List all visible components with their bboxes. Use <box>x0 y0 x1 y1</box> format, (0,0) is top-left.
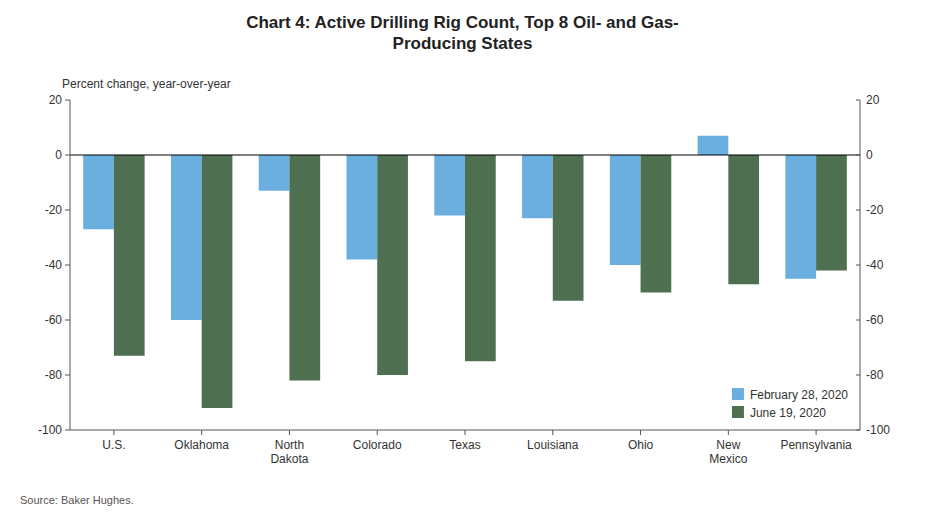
y-tick <box>65 375 70 376</box>
y-tick-right <box>856 100 860 101</box>
x-tick <box>113 430 114 435</box>
x-tick-label-line: U.S. <box>102 438 125 452</box>
y-label: Percent change, year-over-year <box>62 77 231 91</box>
legend-swatch <box>732 388 744 400</box>
x-tick <box>289 430 290 435</box>
x-tick-label-line: Oklahoma <box>174 438 229 452</box>
x-tick-label-line: New <box>716 438 740 452</box>
y-tick-label-right: -80 <box>866 368 884 382</box>
bar <box>114 155 145 356</box>
bar <box>377 155 408 375</box>
x-tick-label-line: Louisiana <box>527 438 579 452</box>
x-tick-label-line: Colorado <box>353 438 402 452</box>
source: Source: Baker Hughes. <box>20 494 134 506</box>
bar <box>522 155 553 218</box>
x-tick-label: Louisiana <box>527 438 579 452</box>
x-tick <box>640 430 641 435</box>
x-tick-label-line: Dakota <box>270 452 308 466</box>
legend-label: February 28, 2020 <box>750 388 848 402</box>
y-tick <box>65 430 70 431</box>
bars <box>83 136 847 408</box>
y-tick-label: -40 <box>45 258 63 272</box>
bar <box>289 155 320 381</box>
y-tick-label: -60 <box>45 313 63 327</box>
x-tick-label-line: Mexico <box>709 452 747 466</box>
x-tick-label: Colorado <box>353 438 402 452</box>
x-tick-label: Pennsylvania <box>780 438 852 452</box>
bar <box>553 155 584 301</box>
bar <box>83 155 114 229</box>
y-tick-label: -80 <box>45 368 63 382</box>
bar <box>259 155 290 191</box>
x-tick-label-line: North <box>275 438 304 452</box>
bar <box>465 155 496 361</box>
y-tick-label: 0 <box>55 148 62 162</box>
legend-swatch <box>732 406 744 418</box>
x-tick-label-line: Ohio <box>628 438 654 452</box>
y-tick-right <box>856 375 860 376</box>
x-tick <box>201 430 202 435</box>
bar <box>347 155 378 260</box>
y-tick <box>65 265 70 266</box>
y-tick <box>65 155 70 156</box>
bar <box>434 155 465 216</box>
y-tick <box>65 210 70 211</box>
y-tick-right <box>856 265 860 266</box>
y-tick-right <box>856 320 860 321</box>
x-tick <box>816 430 817 435</box>
legend: February 28, 2020 June 19, 2020 <box>732 388 848 420</box>
x-tick-label-line: Pennsylvania <box>780 438 852 452</box>
x-tick <box>552 430 553 435</box>
x-tick <box>377 430 378 435</box>
y-tick-right <box>856 430 860 431</box>
y-tick-right <box>856 210 860 211</box>
y-tick-label-right: 20 <box>866 93 880 107</box>
bar <box>610 155 641 265</box>
title: Chart 4: Active Drilling Rig Count, Top … <box>246 13 679 32</box>
y-tick <box>65 100 70 101</box>
x-tick-label: Ohio <box>628 438 654 452</box>
x-tick-label-line: Texas <box>449 438 480 452</box>
bar <box>728 155 759 284</box>
bar <box>698 136 729 155</box>
x-tick <box>465 430 466 435</box>
y-tick-label-right: -20 <box>866 203 884 217</box>
zero-line <box>70 155 860 156</box>
y-tick-right <box>856 155 860 156</box>
x-tick-label: Oklahoma <box>174 438 229 452</box>
x-tick-label: U.S. <box>102 438 125 452</box>
y-tick-label: -100 <box>38 423 62 437</box>
x-tick <box>728 430 729 435</box>
y-tick-label-right: -60 <box>866 313 884 327</box>
x-tick-label: NewMexico <box>709 438 747 466</box>
bar <box>816 155 847 271</box>
bar <box>785 155 816 279</box>
bar <box>171 155 202 320</box>
y-tick-label-right: -100 <box>866 423 890 437</box>
title: Producing States <box>393 34 533 53</box>
y-tick <box>65 320 70 321</box>
chart: Chart 4: Active Drilling Rig Count, Top … <box>0 0 925 512</box>
bar <box>202 155 233 408</box>
y-tick-label: -20 <box>45 203 63 217</box>
y-tick-label-right: -40 <box>866 258 884 272</box>
y-tick-label-right: 0 <box>866 148 873 162</box>
legend-label: June 19, 2020 <box>750 406 826 420</box>
x-tick-label: Texas <box>449 438 480 452</box>
y-tick-label: 20 <box>49 93 63 107</box>
bar <box>641 155 672 293</box>
x-tick-label: NorthDakota <box>270 438 308 466</box>
